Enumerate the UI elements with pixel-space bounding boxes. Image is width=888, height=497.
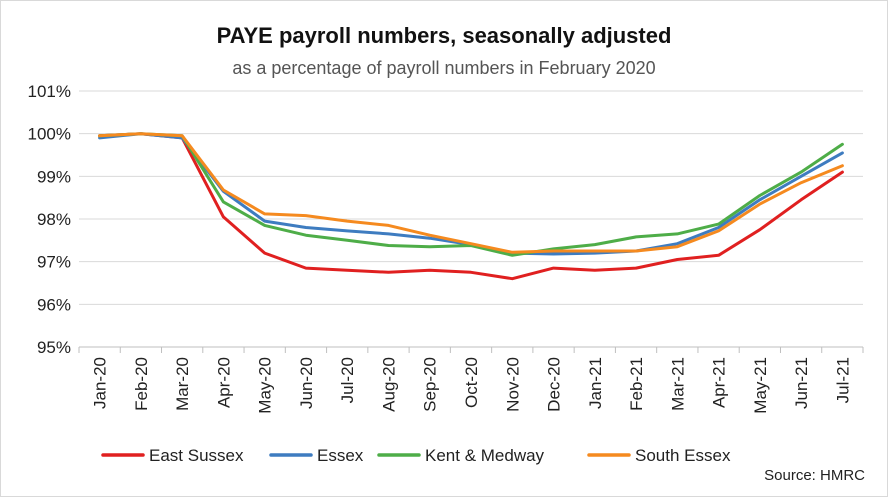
series-line [98,132,844,281]
x-tick-label: Oct-20 [462,357,481,408]
x-tick-label: May-20 [256,357,275,414]
y-tick-label: 95% [37,338,71,357]
y-tick-label: 96% [37,295,71,314]
x-tick-label: May-21 [751,357,770,414]
x-tick-label: Mar-21 [668,357,687,411]
x-tick-label: Jul-20 [338,357,357,403]
legend-label: Essex [317,446,364,465]
x-tick-label: Jun-21 [792,357,811,409]
x-tick-label: Feb-20 [132,357,151,411]
x-tick-label: Aug-20 [379,357,398,412]
x-tick-label: Jun-20 [297,357,316,409]
x-tick-label: Feb-21 [627,357,646,411]
x-tick-label: Nov-20 [503,357,522,412]
x-tick-label: Jan-20 [91,357,110,409]
y-tick-label: 99% [37,167,71,186]
chart-title: PAYE payroll numbers, seasonally adjuste… [216,23,672,48]
x-tick-label: Dec-20 [545,357,564,412]
x-tick-label: Jan-21 [586,357,605,409]
source-note: Source: HMRC [764,467,865,484]
x-tick-label: Mar-20 [173,357,192,411]
y-tick-label: 97% [37,253,71,272]
x-tick-label: Apr-20 [214,357,233,408]
y-tick-label: 100% [28,125,71,144]
legend-label: East Sussex [149,446,244,465]
series-line [98,132,844,257]
y-tick-label: 98% [37,210,71,229]
legend-label: Kent & Medway [425,446,545,465]
y-tick-label: 101% [28,82,71,101]
x-tick-label: Sep-20 [421,357,440,412]
x-tick-label: Apr-21 [710,357,729,408]
x-tick-label: Jul-21 [833,357,852,403]
legend-label: South Essex [635,446,731,465]
chart-subtitle: as a percentage of payroll numbers in Fe… [232,58,656,78]
series-line [98,132,844,254]
